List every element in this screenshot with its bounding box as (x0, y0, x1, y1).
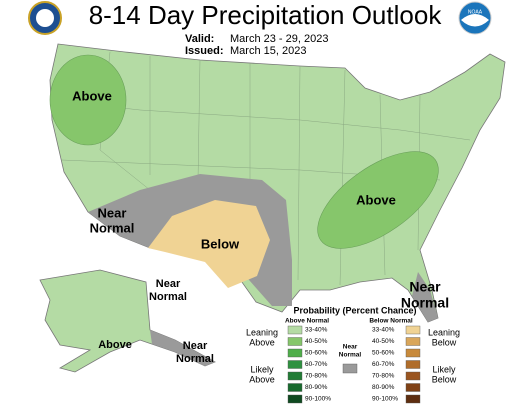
legend-range: 70-80% (305, 373, 328, 380)
near-normal-ak (150, 330, 215, 366)
legend-swatch (405, 348, 421, 358)
legend-swatch (405, 383, 421, 392)
noaa-text: NOAA (468, 9, 483, 15)
legend-range: 50-60% (372, 350, 395, 357)
region-label: Near (183, 340, 208, 352)
valid-label: Valid: (185, 33, 214, 45)
legend-group: Above (249, 337, 275, 347)
legend-swatch (342, 363, 358, 374)
legend-range: 90-100% (372, 396, 398, 403)
legend-swatch (405, 325, 421, 335)
legend-swatch (287, 394, 303, 404)
legend-group: Leaning (428, 327, 460, 337)
legend-group: Leaning (246, 327, 278, 337)
legend-group: Likely (432, 364, 456, 374)
legend-range: 33-40% (305, 327, 328, 334)
region-label: Above (98, 339, 132, 351)
legend-header: Above Normal (285, 318, 329, 325)
legend-header: Below Normal (369, 318, 413, 325)
region-label: Near (409, 279, 441, 295)
region-label: Normal (149, 291, 187, 303)
legend-swatch (405, 394, 421, 404)
legend-swatch (287, 383, 303, 392)
legend-range: 50-60% (305, 350, 328, 357)
legend-range: 70-80% (372, 373, 395, 380)
legend-range: 60-70% (305, 361, 328, 368)
legend-group: Below (432, 337, 457, 347)
below-sw (148, 200, 270, 288)
valid-date: March 23 - 29, 2023 (230, 33, 328, 45)
legend-range: 40-50% (372, 338, 395, 345)
legend-swatch (287, 337, 303, 346)
near-normal-fl (412, 272, 438, 322)
legend-swatch (405, 337, 421, 346)
commerce-logo-inner (36, 9, 54, 27)
legend-title: Probability (Percent Chance) (293, 305, 416, 315)
region-label: Normal (90, 220, 135, 235)
region-label: Near (98, 205, 127, 220)
region-label: Normal (176, 353, 214, 365)
legend-range: 80-90% (305, 384, 328, 391)
region-label: Normal (401, 295, 449, 311)
legend-range: 60-70% (372, 361, 395, 368)
above-se (317, 151, 439, 249)
region-label: Above (356, 192, 396, 207)
legend-group: Above (249, 374, 275, 384)
legend-swatch (405, 371, 421, 381)
region-label: Below (201, 236, 240, 251)
legend-range: 40-50% (305, 338, 328, 345)
noaa-gull (461, 14, 489, 27)
legend-group: Below (432, 374, 457, 384)
legend-swatch (287, 360, 303, 369)
legend-range: 90-100% (305, 396, 331, 403)
legend-swatch (405, 360, 421, 369)
region-label: Near (156, 278, 181, 290)
region-label: Above (72, 88, 112, 103)
legend-range: 33-40% (372, 327, 395, 334)
legend-header: Normal (339, 352, 362, 359)
above-nw (49, 54, 127, 146)
title: 8-14 Day Precipitation Outlook (89, 0, 443, 30)
issued-date: March 15, 2023 (230, 45, 306, 57)
legend-range: 80-90% (372, 384, 395, 391)
legend-swatch (287, 371, 303, 381)
issued-label: Issued: (185, 45, 224, 57)
legend-swatch (287, 325, 303, 335)
legend-header: Near (343, 344, 358, 351)
legend-swatch (287, 348, 303, 358)
legend-group: Likely (250, 364, 274, 374)
